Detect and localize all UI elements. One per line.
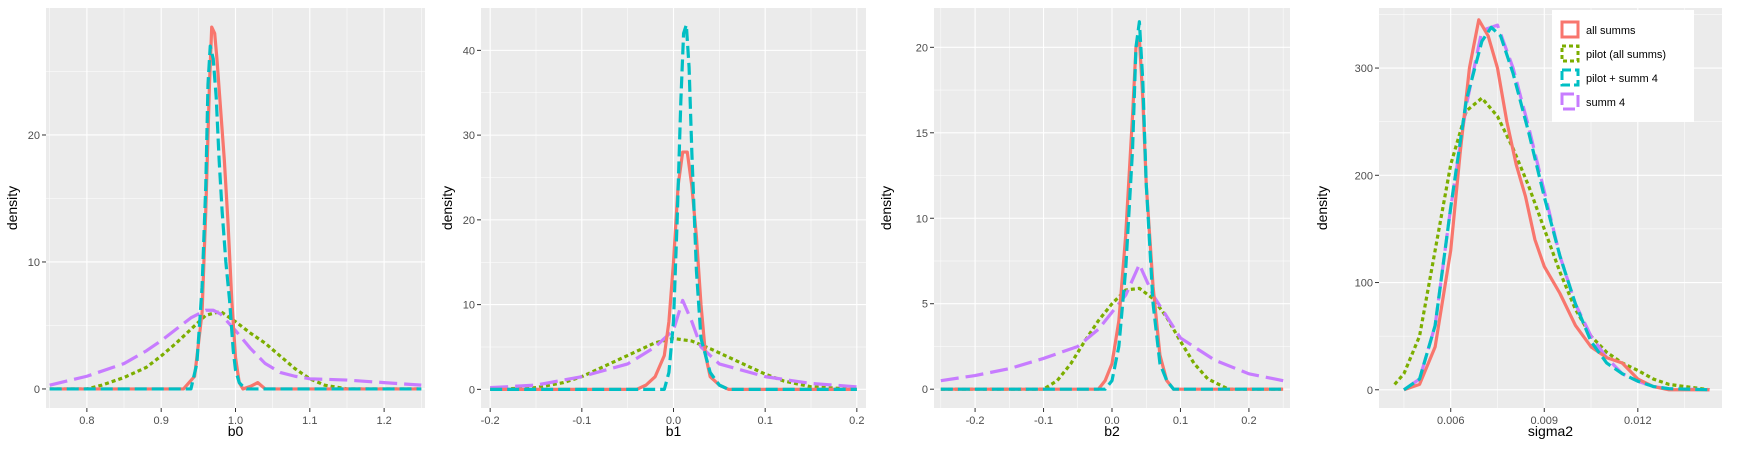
y-tick-label: 0: [922, 384, 928, 396]
density-curve-pilot-all-summs: [1393, 96, 1710, 392]
legend-label: pilot (all summs): [1586, 49, 1666, 61]
legend-label: summ 4: [1586, 97, 1625, 109]
panel-1: 0.8 0.9 1.0 1.1 1.2 0 10 20 b0 density: [4, 8, 425, 439]
legend: all summs pilot (all summs) pilot + summ 4…: [1552, 10, 1694, 122]
y-tick-label: 5: [922, 299, 928, 311]
x-tick-label: 0.0: [666, 415, 681, 427]
y-tick-label: 300: [1355, 63, 1373, 75]
y-axis-title: density: [4, 186, 20, 230]
x-tick-label: -0.2: [966, 415, 985, 427]
legend-key: [1560, 92, 1580, 111]
x-tick-label: 0.2: [1241, 415, 1256, 427]
y-tick-label: 20: [916, 42, 928, 54]
x-tick-label: 1.0: [228, 415, 243, 427]
x-tick-label: 0.1: [1173, 415, 1188, 427]
y-tick-label: 0: [469, 384, 475, 396]
legend-key: [1560, 68, 1580, 87]
legend-label: all summs: [1586, 25, 1636, 37]
density-curve-pilot-summ-4: [1403, 25, 1710, 392]
x-tick-label: 0.2: [849, 415, 864, 427]
x-tick-label: 0.006: [1437, 415, 1465, 427]
y-tick-label: 30: [463, 130, 475, 142]
y-tick-label: 40: [463, 45, 475, 57]
legend-key: [1560, 44, 1580, 63]
panel-2: -0.2 -0.1 0.0 0.1 0.2 0 10 20 30 40 b1 density: [439, 8, 866, 439]
y-tick-label: 10: [28, 257, 40, 269]
x-axis-title: b1: [666, 423, 682, 439]
panel-3: -0.2 -0.1 0.0 0.1 0.2 0 5 10 15 20 b2 density: [878, 8, 1290, 439]
density-curve-pilot-summ-4: [49, 44, 422, 391]
density-curve-all-summs: [1403, 18, 1710, 392]
x-tick-label: -0.1: [1034, 415, 1053, 427]
x-tick-label: 0.009: [1530, 415, 1558, 427]
x-tick-label: 0.1: [758, 415, 773, 427]
y-tick-label: 0: [34, 384, 40, 396]
y-tick-label: 20: [28, 130, 40, 142]
x-tick-label: 0.9: [154, 415, 169, 427]
x-tick-label: 0.012: [1624, 415, 1652, 427]
density-curve-pilot-all-summs: [940, 286, 1284, 391]
density-curve-all-summs: [490, 150, 857, 391]
y-tick-label: 0: [1367, 385, 1373, 397]
y-tick-label: 200: [1355, 170, 1373, 182]
x-tick-label: -0.1: [572, 415, 591, 427]
density-curve-pilot-summ-4: [490, 23, 857, 391]
y-axis-title: density: [439, 186, 455, 230]
x-tick-label: 1.2: [376, 415, 391, 427]
x-axis-title: sigma2: [1528, 423, 1573, 439]
y-tick-label: 20: [463, 215, 475, 227]
y-tick-label: 10: [916, 213, 928, 225]
legend-key: [1560, 20, 1580, 39]
x-tick-label: 1.1: [302, 415, 317, 427]
density-curve-pilot-summ-4: [940, 20, 1284, 391]
density-curve-all-summs: [49, 25, 422, 391]
x-tick-label: 0.0: [1104, 415, 1119, 427]
legend-label: pilot + summ 4: [1586, 73, 1658, 85]
y-axis-title: density: [878, 186, 894, 230]
x-tick-label: 0.8: [79, 415, 94, 427]
x-tick-label: -0.2: [481, 415, 500, 427]
legend-box: [1552, 10, 1694, 122]
density-curve-summ-4: [49, 308, 422, 387]
y-tick-label: 10: [463, 300, 475, 312]
x-axis-title: b2: [1104, 423, 1120, 439]
x-axis-title: b0: [228, 423, 244, 439]
y-axis-title: density: [1314, 186, 1330, 230]
density-curve-summ-4: [490, 298, 857, 390]
y-tick-label: 100: [1355, 278, 1373, 290]
y-tick-label: 15: [916, 128, 928, 140]
